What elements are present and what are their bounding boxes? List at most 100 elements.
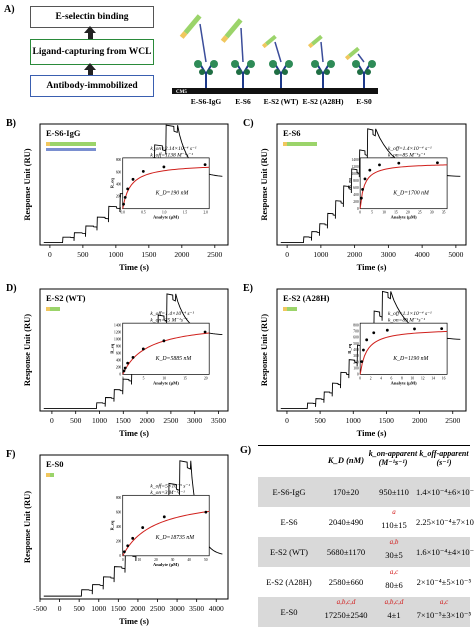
inset-data-point	[385, 328, 389, 332]
inset-data-point	[131, 356, 135, 359]
x-tick-label: 0	[48, 250, 52, 259]
inset-data-point	[122, 550, 126, 554]
inset-kd: K_D=1190 nM	[392, 356, 429, 362]
row-kon-value: a,b 30±5	[370, 537, 418, 567]
row-construct-name: E-S2 (WT)	[269, 547, 308, 557]
inset-y-tick: 700	[353, 330, 359, 334]
x-tick-label: 3500	[189, 604, 204, 613]
inset-kd: K_D=190 nM	[155, 190, 190, 196]
inset-data-point	[360, 360, 364, 363]
x-tick-label: 2000	[412, 416, 427, 425]
inset-x-tick: 40	[187, 558, 191, 562]
inset-x-tick: 0	[359, 376, 361, 380]
x-tick-label: 2000	[130, 604, 145, 613]
row-kd-value: a,b,c,d 17250±2540	[318, 597, 374, 627]
x-tick-label: -500	[33, 604, 47, 613]
x-tick-label: 500	[314, 416, 326, 425]
panel-letter: F)	[6, 449, 15, 460]
inset-y-tick: 600	[116, 510, 122, 514]
panel-e: E) E-S2 (A28H) 0 500 1000 1500 2000 2500 Time (s…	[237, 277, 474, 443]
inset-data-point	[378, 163, 381, 167]
y-axis-label: Response Unit (RU)	[22, 491, 32, 563]
row-kd-value: 5680±1170	[326, 547, 366, 557]
construct-label-1: E-S6	[235, 97, 251, 106]
inset-rate-1: k_off=1.4×10⁻⁴ s⁻¹	[150, 310, 194, 317]
inset-y-tick: 600	[353, 186, 359, 190]
inset-data-point	[368, 168, 372, 172]
inset-x-tick: 6	[391, 376, 393, 380]
inset-x-tick: 20	[204, 376, 208, 380]
row-kon-value: a 110±15	[370, 507, 418, 537]
x-tick-label: 0	[285, 416, 289, 425]
x-tick-label: 3000	[381, 250, 396, 259]
construct-label-3: E-S2 (A28H)	[302, 97, 344, 106]
inset-y-tick: 400	[353, 348, 359, 352]
x-axis-label: Time (s)	[119, 428, 149, 438]
inset-x-tick: 35	[442, 211, 446, 215]
construct-label-2: E-S2 (WT)	[264, 97, 299, 106]
row-kon-significance: a	[392, 508, 396, 516]
y-axis-label: Response Unit (RU)	[22, 314, 32, 386]
inset-data-point	[162, 339, 166, 343]
row-construct-name: E-S6-IgG	[272, 487, 306, 497]
inset-y-tick: 200	[116, 195, 122, 199]
flow-label-antibody: Antibody-immobilized	[46, 80, 138, 91]
row-kd-value: 2580±660	[328, 577, 364, 587]
inset-x-label: Analyte (μM)	[153, 562, 179, 567]
inset-x-tick: 15	[394, 211, 398, 215]
inset-y-tick: 800	[116, 344, 122, 348]
inset-fit-curve	[359, 330, 448, 375]
construct-glyph-icon	[46, 473, 54, 477]
inset-data-point	[126, 361, 130, 365]
inset-y-label: R_eq	[347, 343, 352, 353]
inset-x-tick: 0.5	[141, 211, 146, 215]
inset-y-tick: 800	[353, 323, 359, 327]
x-tick-label: 2500	[207, 250, 222, 259]
inset-y-tick: 400	[116, 525, 122, 529]
row-construct-name: E-S2 (A28H)	[266, 577, 312, 587]
x-tick-label: 4000	[415, 250, 430, 259]
inset-data-point	[440, 327, 444, 331]
flow-arrow-1-shaft	[88, 32, 93, 39]
x-tick-label: 1000	[313, 250, 328, 259]
inset-data-point	[126, 544, 130, 548]
inset-x-tick: 8	[401, 376, 403, 380]
x-tick-label: 3000	[187, 416, 202, 425]
inset-x-tick: 2	[370, 376, 372, 380]
inset-x-tick: 30	[430, 211, 434, 215]
inset-y-tick: 400	[353, 193, 359, 197]
x-tick-label: 500	[70, 416, 82, 425]
y-axis-label: Response Unit (RU)	[259, 148, 269, 220]
inset-rate-1: k_off=5×10⁻⁵ s⁻¹	[150, 482, 190, 489]
cm5-chip	[172, 88, 378, 94]
inset-frame	[122, 157, 210, 210]
table-row: E-S2 (WT) 5680±1170 a,b 30±5 1.6×10⁻⁴±4×10⁻⁵	[258, 537, 474, 567]
construct-1-icon	[220, 18, 255, 88]
inset-y-label: R_eq	[347, 178, 352, 188]
x-tick-label: 4000	[209, 604, 224, 613]
kinetics-table-top-rule	[258, 445, 470, 446]
y-axis-label: Response Unit (RU)	[22, 148, 32, 220]
row-kon-value: a,c 80±6	[370, 567, 418, 597]
panel-f: F) E-S0 -500 0 500 1000 1500 2000 2500 3000 3500 40…	[0, 443, 236, 631]
x-tick-label: 1500	[111, 604, 126, 613]
inset-data-point	[436, 161, 439, 165]
row-koff-value: 1.4×10⁻⁴±6×10⁻⁵	[416, 487, 474, 497]
inset-y-tick: 200	[116, 539, 122, 543]
inset-rate-2: k_on=3 M⁻¹s⁻¹	[150, 490, 185, 496]
row-kon-significance: a,b,c,d	[384, 598, 404, 606]
inset-y-tick: 400	[116, 183, 122, 187]
row-kon-significance: a,b	[389, 538, 399, 546]
row-koff-value: a,c 7×10⁻⁵±3×10⁻⁵	[416, 598, 472, 620]
inset-y-tick: 0	[119, 207, 121, 211]
inset-y-label: R_eq	[110, 343, 115, 353]
x-tick-label: 1500	[141, 250, 156, 259]
row-koff-significance: a,c	[439, 598, 449, 606]
inset-x-label: Analyte (μM)	[153, 380, 179, 385]
plot-frame	[39, 123, 229, 246]
panel-d: D) E-S2 (WT) 0 500 1000 1500 2000 2500 3000 3500 T…	[0, 277, 236, 443]
construct-name: E-S6-IgG	[46, 128, 81, 138]
sensorgram-chart: F)E-S0-500 0 500 1000 1500 2000 2500 3000 3500 40…	[6, 449, 229, 626]
inset-data-point	[204, 510, 208, 514]
